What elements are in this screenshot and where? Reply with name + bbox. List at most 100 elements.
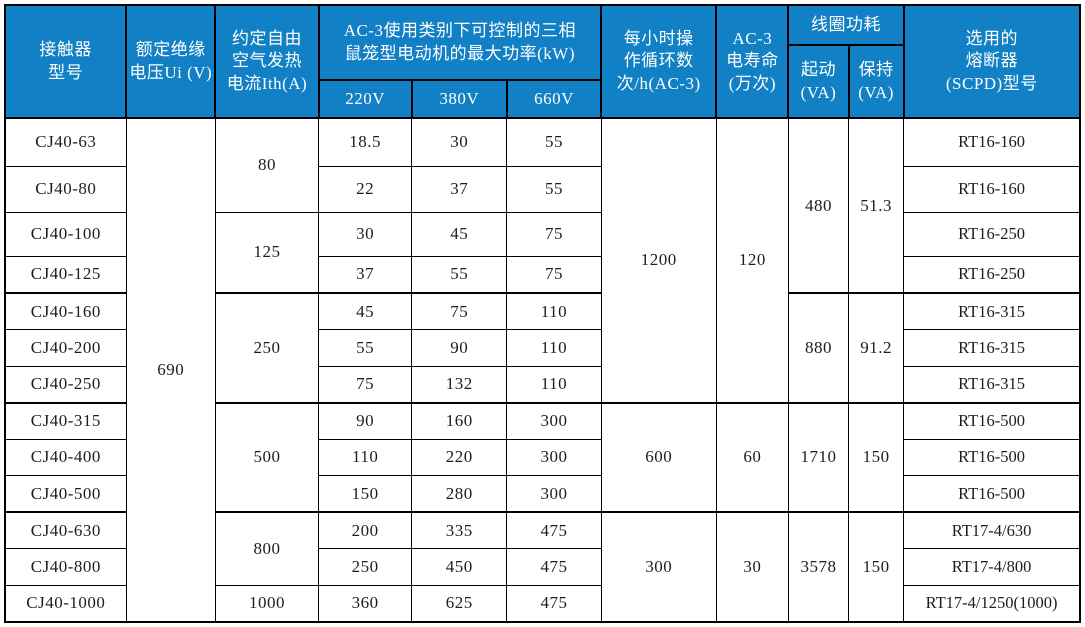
coil-start-cell: 480 [787, 117, 850, 294]
header-380v-cell: 380V [410, 79, 508, 119]
table-body: CJ40-63 690 80 18.5 30 55 1200 120 480 5… [4, 117, 1081, 622]
contactor-spec-table: 接触器 型号 额定绝缘 电压Ui (V) 约定自由 空气发热 电流Ith(A) … [3, 4, 1082, 623]
life-cell: 120 [715, 117, 789, 403]
power-220-cell: 55 [318, 329, 413, 367]
header-power-cell: AC-3使用类别下可控制的三相 鼠笼型电动机的最大功率(kW) [317, 4, 603, 81]
power-380-cell: 220 [411, 438, 508, 476]
cycles-cell: 600 [600, 401, 717, 513]
voltage-cell: 690 [125, 117, 216, 622]
model-cell: CJ40-315 [4, 401, 127, 440]
model-cell: CJ40-1000 [4, 584, 127, 622]
power-220-cell: 22 [318, 165, 413, 213]
power-220-cell: 110 [318, 438, 413, 476]
life-cell: 60 [715, 401, 789, 513]
coil-hold-cell: 150 [848, 511, 905, 622]
power-380-cell: 75 [411, 292, 508, 330]
power-220-cell: 45 [318, 292, 413, 330]
fuse-cell: RT16-500 [903, 475, 1081, 513]
power-220-cell: 250 [318, 548, 413, 586]
header-model-cell: 接触器 型号 [3, 4, 128, 119]
power-660-cell: 110 [506, 365, 602, 403]
table-row: CJ40-80 22 37 55 RT16-160 [4, 165, 1081, 213]
fuse-cell: RT16-315 [903, 365, 1081, 403]
power-660-cell: 55 [506, 117, 602, 167]
header-voltage-cell: 额定绝缘 电压Ui (V) [125, 4, 217, 119]
power-660-cell: 75 [506, 255, 602, 294]
coil-hold-cell: 91.2 [848, 292, 905, 403]
ith-cell: 80 [214, 117, 320, 213]
header-coil-cell: 线圈功耗 [787, 4, 905, 46]
fuse-cell: RT16-315 [903, 329, 1081, 367]
table-header: 接触器 型号 额定绝缘 电压Ui (V) 约定自由 空气发热 电流Ith(A) … [3, 4, 1082, 119]
table-row: CJ40-1000 1000 360 625 475 RT17-4/1250(1… [4, 584, 1081, 622]
table-row: CJ40-125 37 55 75 RT16-250 [4, 255, 1081, 294]
power-660-cell: 475 [506, 584, 602, 622]
power-220-cell: 150 [318, 475, 413, 513]
fuse-cell: RT17-4/800 [903, 548, 1081, 586]
header-cycles-cell: 每小时操 作循环数 次/h(AC-3) [600, 4, 718, 119]
power-380-cell: 30 [411, 117, 508, 167]
table-row: CJ40-63 690 80 18.5 30 55 1200 120 480 5… [4, 117, 1081, 622]
table-row: CJ40-200 55 90 110 RT16-315 [4, 329, 1081, 367]
table-row: CJ40-250 75 132 110 RT16-315 [4, 365, 1081, 403]
model-cell: CJ40-100 [4, 211, 127, 257]
power-380-cell: 45 [411, 211, 508, 257]
model-cell: CJ40-500 [4, 475, 127, 513]
power-220-cell: 200 [318, 511, 413, 549]
model-cell: CJ40-250 [4, 365, 127, 403]
fuse-cell: RT16-500 [903, 438, 1081, 476]
fuse-cell: RT16-315 [903, 292, 1081, 330]
power-380-cell: 37 [411, 165, 508, 213]
life-cell: 30 [715, 511, 789, 622]
power-660-cell: 110 [506, 329, 602, 367]
power-380-cell: 450 [411, 548, 508, 586]
power-220-cell: 360 [318, 584, 413, 622]
power-660-cell: 300 [506, 475, 602, 513]
power-660-cell: 300 [506, 438, 602, 476]
power-660-cell: 300 [506, 401, 602, 440]
header-coil-start-cell: 起动 (VA) [787, 44, 850, 119]
header-660v-cell: 660V [505, 79, 603, 119]
coil-start-cell: 880 [787, 292, 850, 403]
model-cell: CJ40-63 [4, 117, 127, 167]
fuse-cell: RT16-500 [903, 401, 1081, 440]
power-380-cell: 335 [411, 511, 508, 549]
cycles-cell: 1200 [600, 117, 717, 403]
coil-start-cell: 3578 [787, 511, 850, 622]
power-660-cell: 475 [506, 511, 602, 549]
table-row: CJ40-500 150 280 300 RT16-500 [4, 475, 1081, 513]
power-220-cell: 18.5 [318, 117, 413, 167]
cycles-cell: 300 [600, 511, 717, 622]
fuse-cell: RT17-4/630 [903, 511, 1081, 549]
power-220-cell: 37 [318, 255, 413, 294]
model-cell: CJ40-160 [4, 292, 127, 330]
power-220-cell: 75 [318, 365, 413, 403]
power-380-cell: 132 [411, 365, 508, 403]
table-row: CJ40-160 250 45 75 110 880 91.2 RT16-315 [4, 292, 1081, 403]
power-380-cell: 55 [411, 255, 508, 294]
header-row-3: 220V 380V 660V [5, 79, 1080, 119]
power-380-cell: 90 [411, 329, 508, 367]
header-fuse-cell: 选用的 熔断器 (SCPD)型号 [902, 4, 1082, 119]
model-cell: CJ40-80 [4, 165, 127, 213]
header-coil-hold-cell: 保持 (VA) [847, 44, 905, 119]
header-row-2: 起动 (VA) 保持 (VA) [5, 44, 1080, 119]
ith-cell: 250 [214, 292, 320, 403]
header-ith-cell: 约定自由 空气发热 电流Ith(A) [214, 4, 320, 119]
fuse-cell: RT16-160 [903, 117, 1081, 167]
ith-cell: 800 [214, 511, 320, 586]
ith-cell: 125 [214, 211, 320, 294]
header-220v-cell: 220V [317, 79, 413, 119]
power-660-cell: 110 [506, 292, 602, 330]
ith-cell: 500 [214, 401, 320, 513]
fuse-cell: RT17-4/1250(1000) [903, 584, 1081, 622]
model-cell: CJ40-200 [4, 329, 127, 367]
table-row: CJ40-630 800 200 335 475 300 30 3578 150… [4, 511, 1081, 622]
ith-cell: 1000 [214, 584, 320, 622]
power-220-cell: 90 [318, 401, 413, 440]
header-row-1: 接触器 型号 额定绝缘 电压Ui (V) 约定自由 空气发热 电流Ith(A) … [3, 4, 1082, 119]
power-660-cell: 75 [506, 211, 602, 257]
model-cell: CJ40-800 [4, 548, 127, 586]
power-220-cell: 30 [318, 211, 413, 257]
